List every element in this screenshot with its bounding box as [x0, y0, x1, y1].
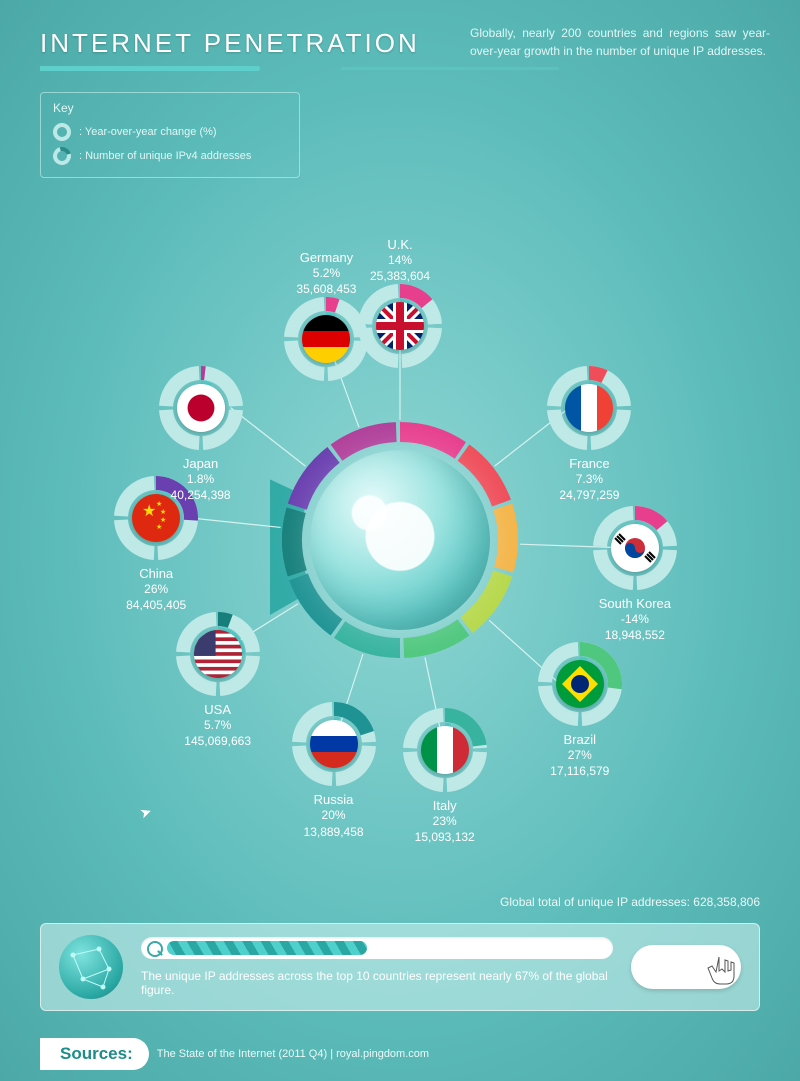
country-name: China — [96, 566, 216, 581]
country-italy: Italy 23% 15,093,132 — [385, 708, 505, 845]
country-pct: 23% — [385, 813, 505, 829]
svg-text:★: ★ — [156, 523, 162, 531]
global-total-text: Global total of unique IP addresses: 628… — [500, 895, 760, 909]
country-ips: 18,948,552 — [575, 627, 695, 643]
country-ips: 35,608,453 — [266, 281, 386, 297]
country-brazil: Brazil 27% 17,116,579 — [520, 642, 640, 779]
search-bar[interactable] — [141, 937, 613, 959]
country-ips: 84,405,405 — [96, 597, 216, 613]
country-pct: 20% — [274, 807, 394, 823]
country-skorea: South Korea -14% 18,948,552 — [575, 506, 695, 643]
sources-bar: Sources: The State of the Internet (2011… — [40, 1037, 760, 1071]
country-ring — [547, 366, 631, 450]
title-underline — [40, 66, 260, 71]
country-ring — [159, 366, 243, 450]
country-pct: 7.3% — [529, 471, 649, 487]
country-ring — [176, 612, 260, 696]
country-pct: 5.7% — [158, 717, 278, 733]
country-ring — [593, 506, 677, 590]
country-name: South Korea — [575, 596, 695, 611]
country-ips: 145,069,663 — [158, 733, 278, 749]
sources-text: The State of the Internet (2011 Q4) | ro… — [157, 1048, 429, 1060]
country-name: Japan — [141, 456, 261, 471]
country-ips: 13,889,458 — [274, 824, 394, 840]
country-name: USA — [158, 702, 278, 717]
country-name: Italy — [385, 798, 505, 813]
country-name: Russia — [274, 792, 394, 807]
globe-icon — [310, 450, 490, 630]
flag-icon — [556, 660, 604, 708]
country-pct: 27% — [520, 747, 640, 763]
flag-icon — [421, 726, 469, 774]
country-name: Germany — [266, 250, 386, 265]
footer-panel: The unique IP addresses across the top 1… — [40, 923, 760, 1011]
country-russia: Russia 20% 13,889,458 — [274, 702, 394, 839]
country-pct: 26% — [96, 581, 216, 597]
country-pct: 1.8% — [141, 471, 261, 487]
sources-label: Sources: — [40, 1038, 149, 1070]
subtitle-text: Globally, nearly 200 countries and regio… — [470, 24, 770, 60]
page-title: INTERNET PENETRATION — [40, 28, 420, 59]
country-ips: 40,254,398 — [141, 487, 261, 503]
go-button[interactable] — [631, 945, 741, 989]
country-usa: USA 5.7% 145,069,663 — [158, 612, 278, 749]
country-ring — [292, 702, 376, 786]
flag-icon — [310, 720, 358, 768]
flag-icon — [177, 384, 225, 432]
country-japan: Japan 1.8% 40,254,398 — [141, 366, 261, 503]
footer-note: The unique IP addresses across the top 1… — [141, 969, 613, 997]
country-france: France 7.3% 24,797,259 — [529, 366, 649, 503]
country-pct: 5.2% — [266, 265, 386, 281]
svg-text:★: ★ — [160, 508, 166, 516]
country-ring — [538, 642, 622, 726]
country-name: Brazil — [520, 732, 640, 747]
country-ring — [284, 297, 368, 381]
pointer-cursor-icon — [707, 951, 747, 999]
country-ips: 15,093,132 — [385, 829, 505, 845]
chart-stage: U.K. 14% 25,383,604 France 7.3% 24,797,2… — [0, 80, 800, 930]
flag-icon — [565, 384, 613, 432]
progress-fill — [167, 941, 367, 955]
country-germany: Germany 5.2% 35,608,453 — [266, 244, 386, 381]
country-ips: 24,797,259 — [529, 487, 649, 503]
country-ips: 17,116,579 — [520, 763, 640, 779]
country-pct: -14% — [575, 611, 695, 627]
flag-icon — [194, 630, 242, 678]
svg-text:★: ★ — [142, 503, 156, 520]
network-lines-icon — [59, 935, 123, 999]
network-globe-icon — [59, 935, 123, 999]
country-name: France — [529, 456, 649, 471]
country-ring — [403, 708, 487, 792]
svg-text:★: ★ — [160, 516, 166, 524]
flag-icon — [611, 524, 659, 572]
